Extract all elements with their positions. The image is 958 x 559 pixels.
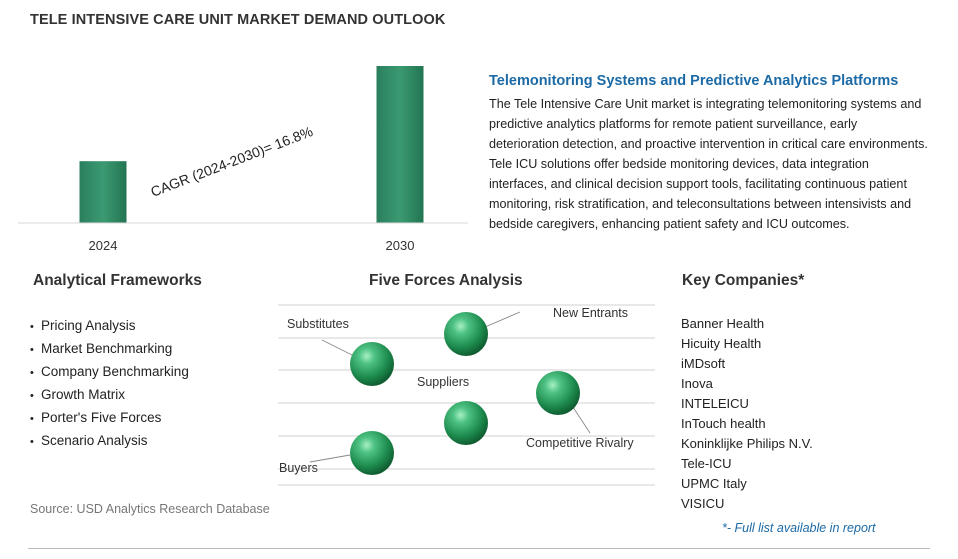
list-item: Koninklijke Philips N.V. [681,436,813,451]
bottom-divider [28,548,930,549]
buyers-label: Buyers [279,461,318,475]
x-tick-label: 2024 [89,238,118,253]
frameworks-title: Analytical Frameworks [33,272,202,289]
list-item: Inova [681,376,713,391]
summary-headline: Telemonitoring Systems and Predictive An… [489,73,899,89]
companies-footnote: *- Full list available in report [722,521,876,535]
list-item: Tele-ICU [681,456,732,471]
substitutes-label: Substitutes [287,317,349,331]
list-item: • Scenario Analysis [30,433,148,448]
substitutes-sphere-icon [350,342,394,386]
x-tick-label: 2030 [386,238,415,253]
five-forces-title: Five Forces Analysis [369,272,523,289]
companies-title: Key Companies* [682,272,805,289]
competitive-rivalry-sphere-icon [536,371,580,415]
list-item: • Market Benchmarking [30,341,173,356]
list-item: • Pricing Analysis [30,318,136,333]
suppliers-label: Suppliers [417,375,469,389]
new-entrants-sphere-icon [444,312,488,356]
list-item: InTouch health [681,416,766,431]
summary-text: The Tele Intensive Care Unit market is i… [489,97,928,231]
list-item: • Company Benchmarking [30,364,189,379]
new-entrants-label: New Entrants [553,306,628,320]
bar-2030 [376,66,424,223]
list-item: • Porter's Five Forces [30,410,162,425]
list-item: • Growth Matrix [30,387,126,402]
buyers-sphere-icon [350,431,394,475]
bar-2024 [79,161,127,223]
companies-list: Banner Health Hicuity Health iMDsoft Ino… [681,314,813,514]
market-bar-chart: 2024 2030 CAGR (2024-2030)= 16.8% [18,66,468,253]
list-item: iMDsoft [681,356,726,371]
page-title: TELE INTENSIVE CARE UNIT MARKET DEMAND O… [30,12,446,28]
list-item: Banner Health [681,316,765,331]
suppliers-sphere-icon [444,401,488,445]
source-note: Source: USD Analytics Research Database [30,502,270,516]
frameworks-list: • Pricing Analysis • Market Benchmarking •… [30,315,189,453]
competitive-rivalry-label: Competitive Rivalry [526,436,634,450]
list-item: VISICU [681,496,725,511]
list-item: UPMC Italy [681,476,747,491]
list-item: Hicuity Health [681,336,762,351]
list-item: INTELEICU [681,396,749,411]
